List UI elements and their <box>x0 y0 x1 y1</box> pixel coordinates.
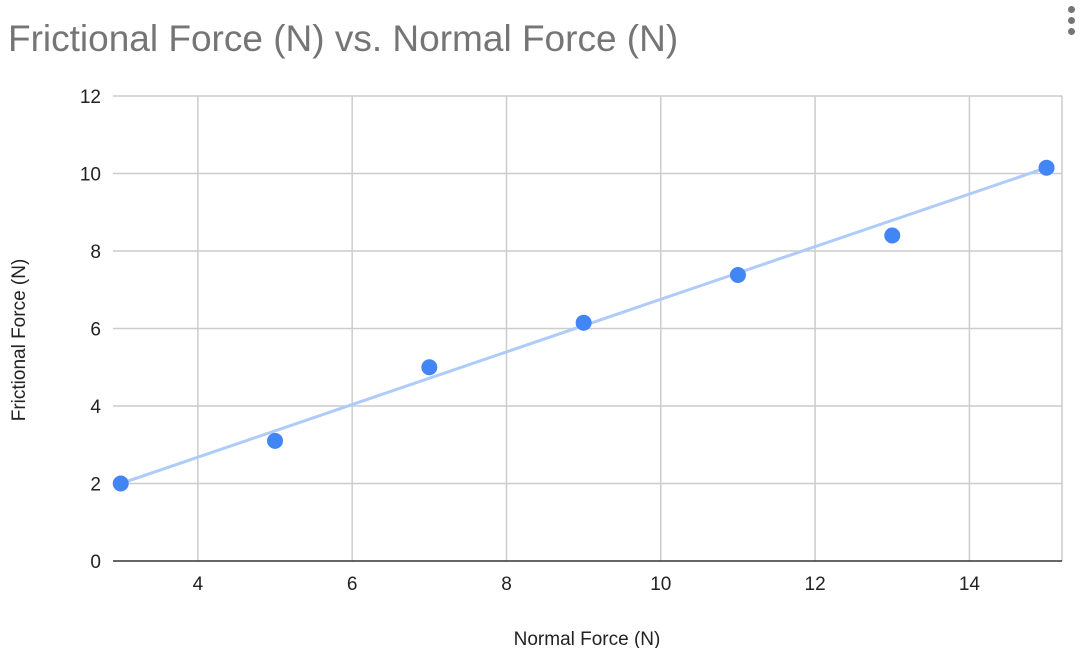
y-tick-label: 0 <box>90 552 101 573</box>
y-tick-label: 12 <box>80 87 101 108</box>
y-tick-label: 4 <box>90 397 101 418</box>
y-tick-label: 6 <box>90 320 101 341</box>
y-axis-title: Frictional Force (N) <box>9 259 30 422</box>
x-tick-label: 8 <box>501 574 512 595</box>
x-tick-label: 6 <box>347 574 358 595</box>
tick-labels: 0 2 4 6 8 10 12 4 6 8 10 12 14 <box>80 87 981 595</box>
data-point <box>1038 159 1055 176</box>
data-points <box>112 159 1055 492</box>
data-point <box>729 267 746 284</box>
y-tick-label: 10 <box>80 165 101 186</box>
gridlines <box>113 95 1063 561</box>
x-axis-title: Normal Force (N) <box>514 629 661 648</box>
x-tick-label: 4 <box>193 574 204 595</box>
data-point <box>267 432 284 449</box>
data-point <box>421 359 438 376</box>
x-tick-label: 14 <box>959 574 981 595</box>
y-tick-label: 2 <box>90 475 101 496</box>
data-point <box>575 314 592 331</box>
data-point <box>112 475 129 492</box>
chart-menu-button[interactable] <box>1064 2 1080 38</box>
y-tick-label: 8 <box>90 242 101 263</box>
data-point <box>884 227 901 244</box>
x-tick-label: 10 <box>650 574 671 595</box>
x-tick-label: 12 <box>805 574 826 595</box>
chart-title: Frictional Force (N) vs. Normal Force (N… <box>8 18 679 59</box>
